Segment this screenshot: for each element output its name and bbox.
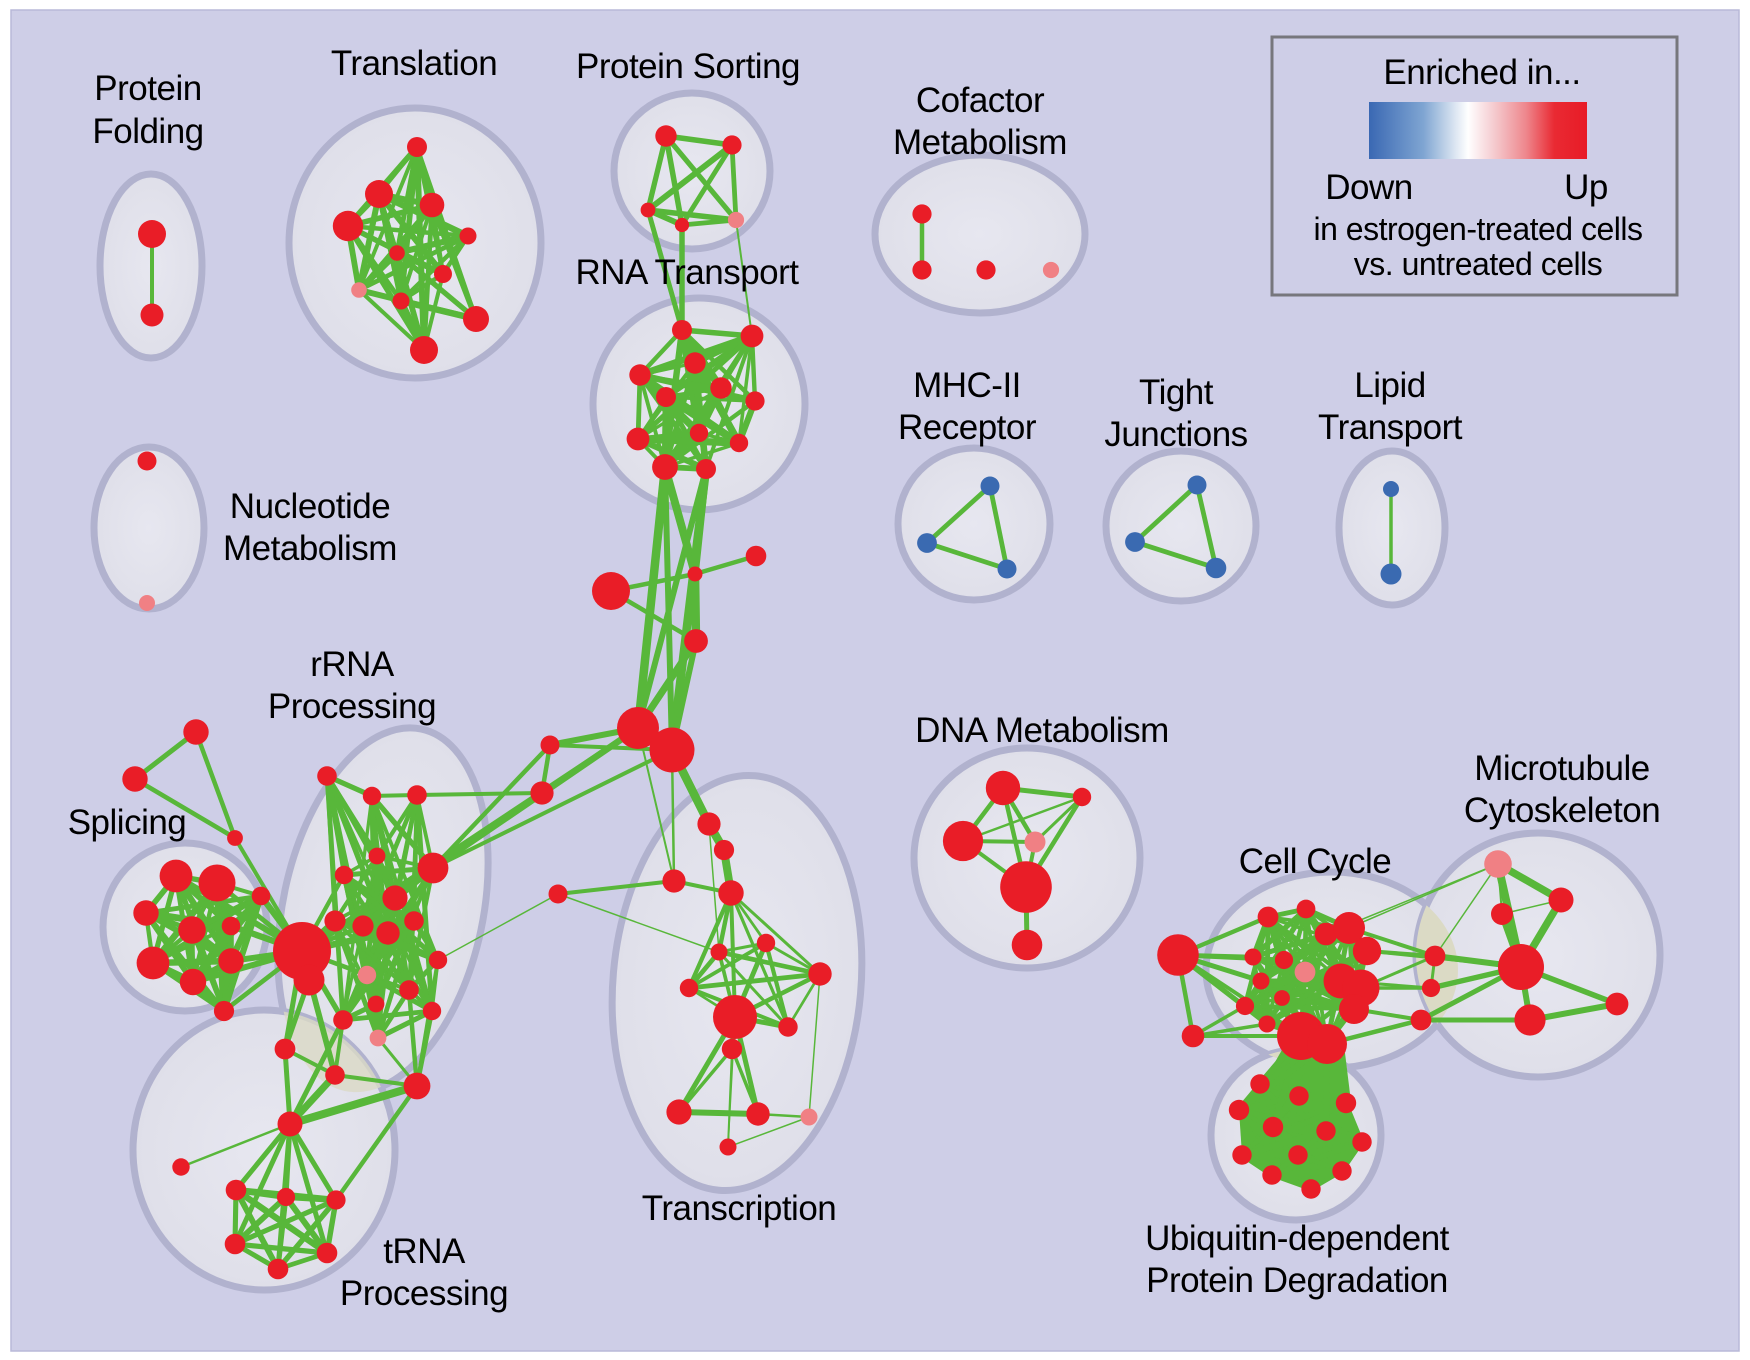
svg-text:MHC-II: MHC-II (913, 366, 1021, 405)
svg-text:Enriched in...: Enriched in... (1383, 53, 1580, 92)
svg-text:Processing: Processing (340, 1274, 508, 1313)
svg-text:Transport: Transport (1318, 408, 1463, 447)
svg-text:Cofactor: Cofactor (916, 81, 1045, 120)
svg-text:Splicing: Splicing (68, 803, 187, 842)
svg-text:Ubiquitin-dependent: Ubiquitin-dependent (1145, 1219, 1450, 1258)
svg-text:Folding: Folding (92, 112, 203, 151)
svg-text:Protein Degradation: Protein Degradation (1146, 1261, 1448, 1300)
svg-text:DNA Metabolism: DNA Metabolism (915, 711, 1169, 750)
svg-text:Receptor: Receptor (898, 408, 1037, 447)
svg-text:Microtubule: Microtubule (1474, 749, 1649, 788)
svg-text:rRNA: rRNA (310, 645, 395, 684)
svg-text:Metabolism: Metabolism (223, 529, 397, 568)
svg-text:Protein Sorting: Protein Sorting (576, 47, 800, 86)
svg-text:Protein: Protein (94, 69, 201, 108)
svg-text:in estrogen-treated cells: in estrogen-treated cells (1313, 211, 1642, 247)
svg-text:Transcription: Transcription (642, 1189, 837, 1228)
svg-text:Metabolism: Metabolism (893, 123, 1067, 162)
svg-text:Nucleotide: Nucleotide (230, 487, 390, 526)
svg-text:Processing: Processing (268, 687, 436, 726)
svg-text:tRNA: tRNA (383, 1232, 466, 1271)
svg-text:Tight: Tight (1139, 373, 1214, 412)
svg-text:Junctions: Junctions (1104, 415, 1247, 454)
svg-text:Down: Down (1325, 168, 1412, 207)
svg-text:RNA Transport: RNA Transport (575, 253, 799, 292)
svg-text:Translation: Translation (331, 44, 497, 83)
svg-text:Cell Cycle: Cell Cycle (1239, 842, 1392, 881)
svg-text:Lipid: Lipid (1354, 366, 1425, 405)
svg-text:Up: Up (1564, 168, 1608, 207)
svg-text:Cytoskeleton: Cytoskeleton (1464, 791, 1660, 830)
svg-text:vs. untreated cells: vs. untreated cells (1354, 246, 1602, 282)
